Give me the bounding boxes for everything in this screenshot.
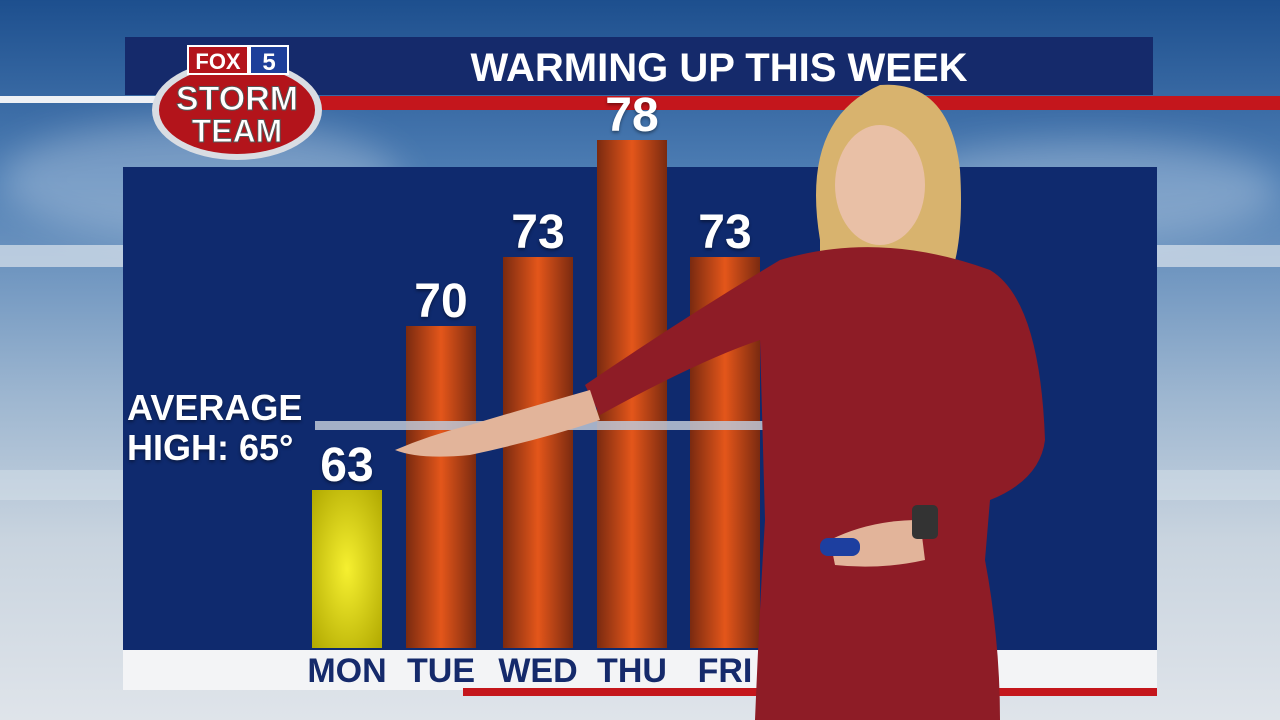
- day-label-mon: MON: [307, 652, 387, 690]
- divider-red: [320, 96, 1280, 110]
- value-label-wed: 73: [511, 205, 565, 259]
- svg-text:TEAM: TEAM: [192, 113, 283, 149]
- day-label-fri: FRI: [697, 652, 753, 690]
- day-label-tue: TUE: [407, 652, 475, 690]
- divider-white: [0, 96, 160, 103]
- bar-mon: [312, 489, 382, 648]
- bar-wed: [503, 256, 573, 648]
- fox5-storm-team-logo: FOX 5 STORM TEAM: [152, 45, 322, 160]
- chart-title: WARMING UP THIS WEEK: [470, 46, 968, 90]
- svg-text:5: 5: [262, 49, 275, 76]
- svg-text:STORM: STORM: [176, 80, 298, 118]
- bar-tue: [406, 326, 476, 648]
- value-label-thu: 78: [605, 89, 659, 143]
- svg-text:FOX: FOX: [195, 49, 241, 74]
- value-label-tue: 70: [414, 275, 468, 329]
- presenter: [395, 84, 1045, 720]
- value-label-mon: 63: [320, 438, 374, 492]
- value-label-fri: 73: [698, 205, 752, 259]
- average-label-line1: AVERAGE: [127, 387, 303, 428]
- day-label-thu: THU: [597, 652, 667, 690]
- average-label-line2: HIGH: 65°: [127, 427, 294, 468]
- average-high-label: AVERAGE HIGH: 65°: [127, 388, 302, 468]
- day-label-wed: WED: [498, 652, 578, 690]
